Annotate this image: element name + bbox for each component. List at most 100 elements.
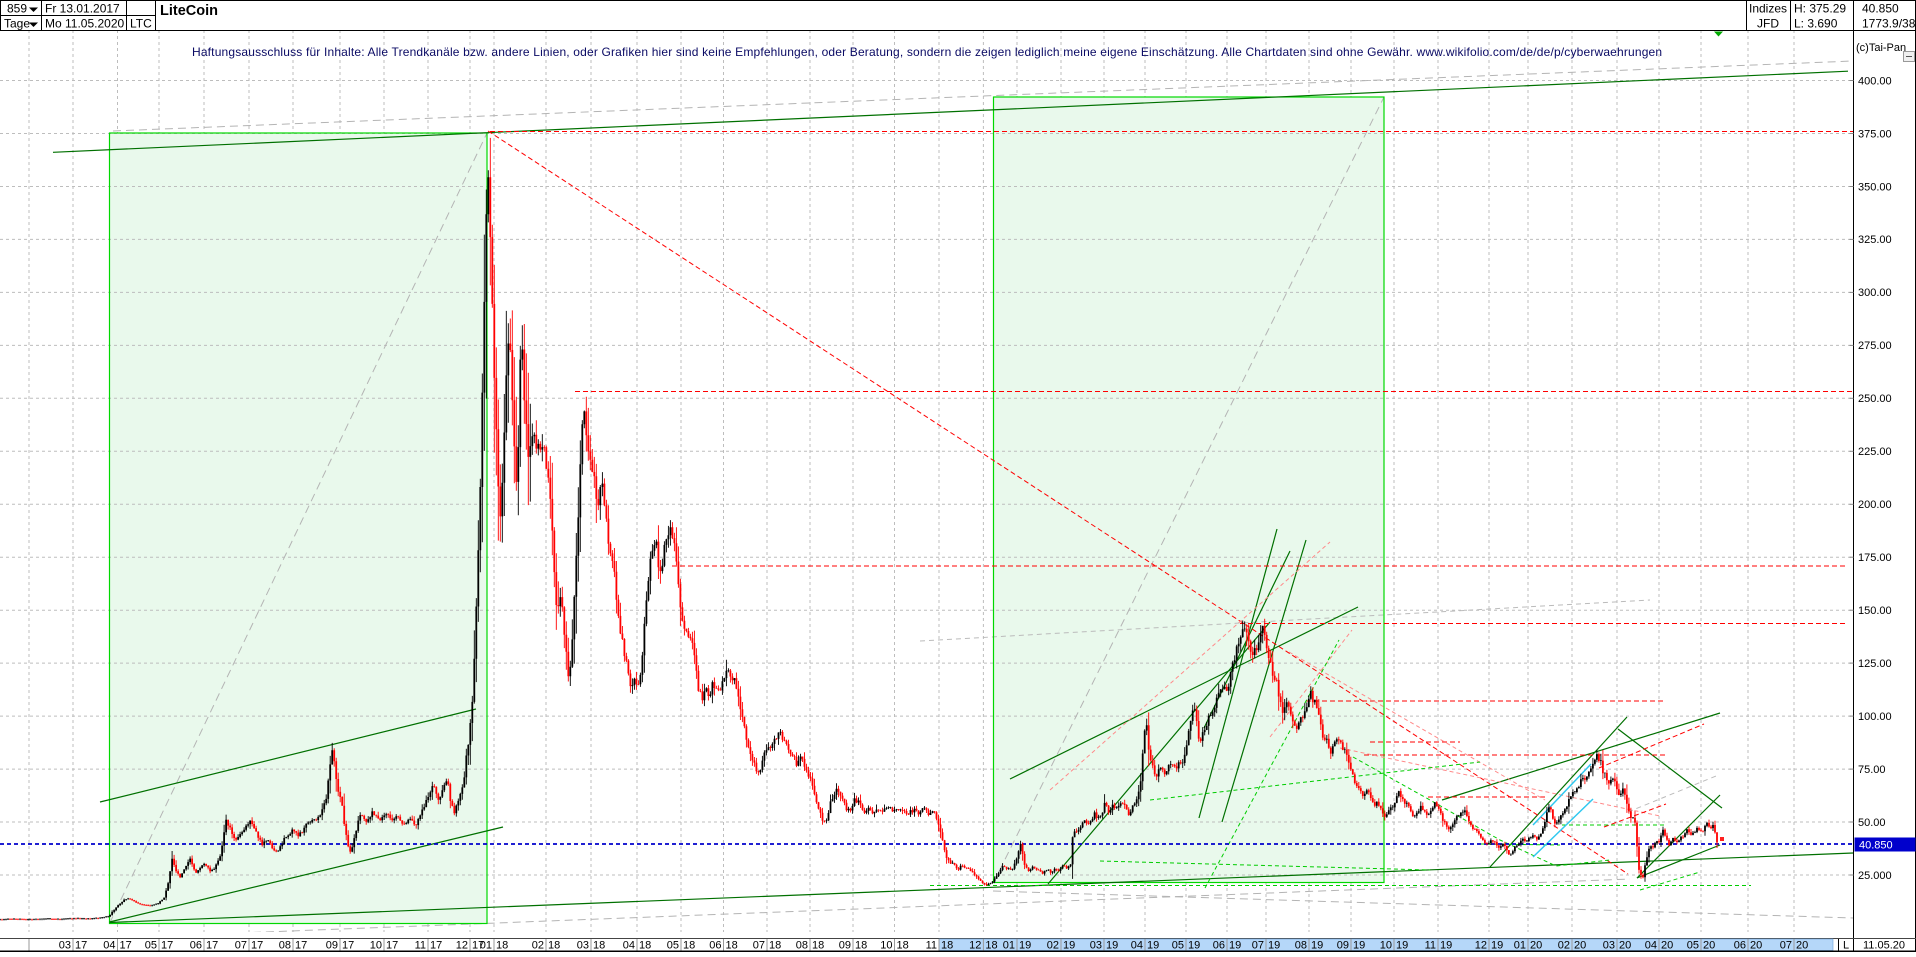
svg-text:17: 17 — [386, 940, 398, 952]
svg-text:11.05.20: 11.05.20 — [1863, 940, 1905, 952]
svg-text:02: 02 — [1558, 940, 1570, 952]
svg-text:07: 07 — [753, 940, 765, 952]
svg-text:250.00: 250.00 — [1858, 393, 1892, 405]
svg-text:05: 05 — [667, 940, 679, 952]
svg-text:18: 18 — [593, 940, 605, 952]
svg-text:Mo 11.05.2020: Mo 11.05.2020 — [45, 17, 124, 31]
svg-text:125.00: 125.00 — [1858, 658, 1892, 670]
svg-text:400.00: 400.00 — [1858, 75, 1892, 87]
svg-text:200.00: 200.00 — [1858, 499, 1892, 511]
svg-text:Haftungsausschluss für Inhalte: Haftungsausschluss für Inhalte: Alle Tre… — [192, 45, 1662, 59]
svg-text:12: 12 — [456, 940, 468, 952]
svg-text:375.00: 375.00 — [1858, 128, 1892, 140]
svg-text:H: 375.29: H: 375.29 — [1794, 2, 1846, 16]
svg-text:150.00: 150.00 — [1858, 605, 1892, 617]
svg-text:18: 18 — [855, 940, 867, 952]
svg-text:859: 859 — [7, 2, 27, 16]
svg-text:02: 02 — [532, 940, 544, 952]
svg-text:LiteCoin: LiteCoin — [160, 3, 218, 19]
svg-text:12: 12 — [1475, 940, 1487, 952]
svg-text:18: 18 — [941, 940, 953, 952]
svg-text:19: 19 — [1396, 940, 1408, 952]
svg-text:19: 19 — [1311, 940, 1323, 952]
svg-text:10: 10 — [880, 940, 892, 952]
svg-text:19: 19 — [1063, 940, 1075, 952]
svg-text:08: 08 — [796, 940, 808, 952]
svg-text:20: 20 — [1619, 940, 1631, 952]
svg-text:04: 04 — [623, 940, 635, 952]
svg-text:05: 05 — [145, 940, 157, 952]
svg-text:17: 17 — [161, 940, 173, 952]
svg-text:01: 01 — [1514, 940, 1526, 952]
svg-text:75.00: 75.00 — [1858, 764, 1886, 776]
svg-text:06: 06 — [1213, 940, 1225, 952]
svg-text:1773.9/38.: 1773.9/38. — [1862, 17, 1916, 31]
svg-text:11: 11 — [415, 940, 426, 952]
svg-text:19: 19 — [1491, 940, 1503, 952]
svg-text:04: 04 — [1131, 940, 1143, 952]
svg-text:18: 18 — [812, 940, 824, 952]
svg-text:20: 20 — [1796, 940, 1808, 952]
svg-text:12: 12 — [969, 940, 981, 952]
svg-text:19: 19 — [1440, 940, 1452, 952]
svg-text:19: 19 — [1147, 940, 1159, 952]
svg-text:10: 10 — [370, 940, 382, 952]
svg-text:175.00: 175.00 — [1858, 552, 1892, 564]
svg-text:07: 07 — [235, 940, 247, 952]
svg-text:05: 05 — [1687, 940, 1699, 952]
svg-text:50.00: 50.00 — [1858, 817, 1886, 829]
svg-text:19: 19 — [1188, 940, 1200, 952]
svg-text:03: 03 — [1603, 940, 1615, 952]
svg-text:LTC: LTC — [130, 17, 152, 31]
svg-text:10: 10 — [1380, 940, 1392, 952]
svg-text:07: 07 — [1252, 940, 1264, 952]
svg-text:25.000: 25.000 — [1858, 870, 1892, 882]
svg-text:Fr 13.01.2017: Fr 13.01.2017 — [45, 2, 120, 16]
svg-text:17: 17 — [430, 940, 442, 952]
svg-text:350.00: 350.00 — [1858, 181, 1892, 193]
svg-text:06: 06 — [1734, 940, 1746, 952]
svg-text:18: 18 — [769, 940, 781, 952]
svg-text:03: 03 — [59, 940, 71, 952]
svg-text:09: 09 — [839, 940, 851, 952]
svg-text:40.850: 40.850 — [1859, 840, 1893, 852]
svg-text:08: 08 — [1295, 940, 1307, 952]
svg-text:18: 18 — [726, 940, 738, 952]
svg-text:02: 02 — [1047, 940, 1059, 952]
svg-text:18: 18 — [639, 940, 651, 952]
svg-text:20: 20 — [1530, 940, 1542, 952]
svg-text:18: 18 — [985, 940, 997, 952]
svg-text:(c)Tai-Pan: (c)Tai-Pan — [1856, 42, 1906, 54]
svg-text:17: 17 — [251, 940, 263, 952]
svg-text:11: 11 — [926, 940, 937, 952]
svg-text:06: 06 — [190, 940, 202, 952]
svg-text:20: 20 — [1703, 940, 1715, 952]
svg-text:Tage: Tage — [4, 17, 30, 31]
svg-text:07: 07 — [1780, 940, 1792, 952]
svg-text:18: 18 — [683, 940, 695, 952]
svg-text:08: 08 — [279, 940, 291, 952]
svg-text:300.00: 300.00 — [1858, 287, 1892, 299]
svg-text:04: 04 — [1645, 940, 1657, 952]
svg-text:03: 03 — [577, 940, 589, 952]
svg-text:JFD: JFD — [1757, 17, 1779, 31]
svg-text:19: 19 — [1268, 940, 1280, 952]
svg-text:L: 3.690: L: 3.690 — [1794, 17, 1838, 31]
svg-text:275.00: 275.00 — [1858, 340, 1892, 352]
svg-text:17: 17 — [75, 940, 87, 952]
svg-text:01: 01 — [1003, 940, 1015, 952]
svg-text:17: 17 — [120, 940, 132, 952]
svg-text:100.00: 100.00 — [1858, 711, 1892, 723]
svg-text:17: 17 — [472, 940, 484, 952]
svg-text:11: 11 — [1425, 940, 1436, 952]
svg-text:L: L — [1843, 940, 1849, 952]
svg-text:18: 18 — [496, 940, 508, 952]
svg-text:17: 17 — [206, 940, 218, 952]
svg-text:09: 09 — [326, 940, 338, 952]
svg-text:01: 01 — [480, 940, 492, 952]
svg-text:06: 06 — [709, 940, 721, 952]
svg-text:18: 18 — [897, 940, 909, 952]
svg-text:09: 09 — [1337, 940, 1349, 952]
svg-text:225.00: 225.00 — [1858, 446, 1892, 458]
svg-text:03: 03 — [1090, 940, 1102, 952]
